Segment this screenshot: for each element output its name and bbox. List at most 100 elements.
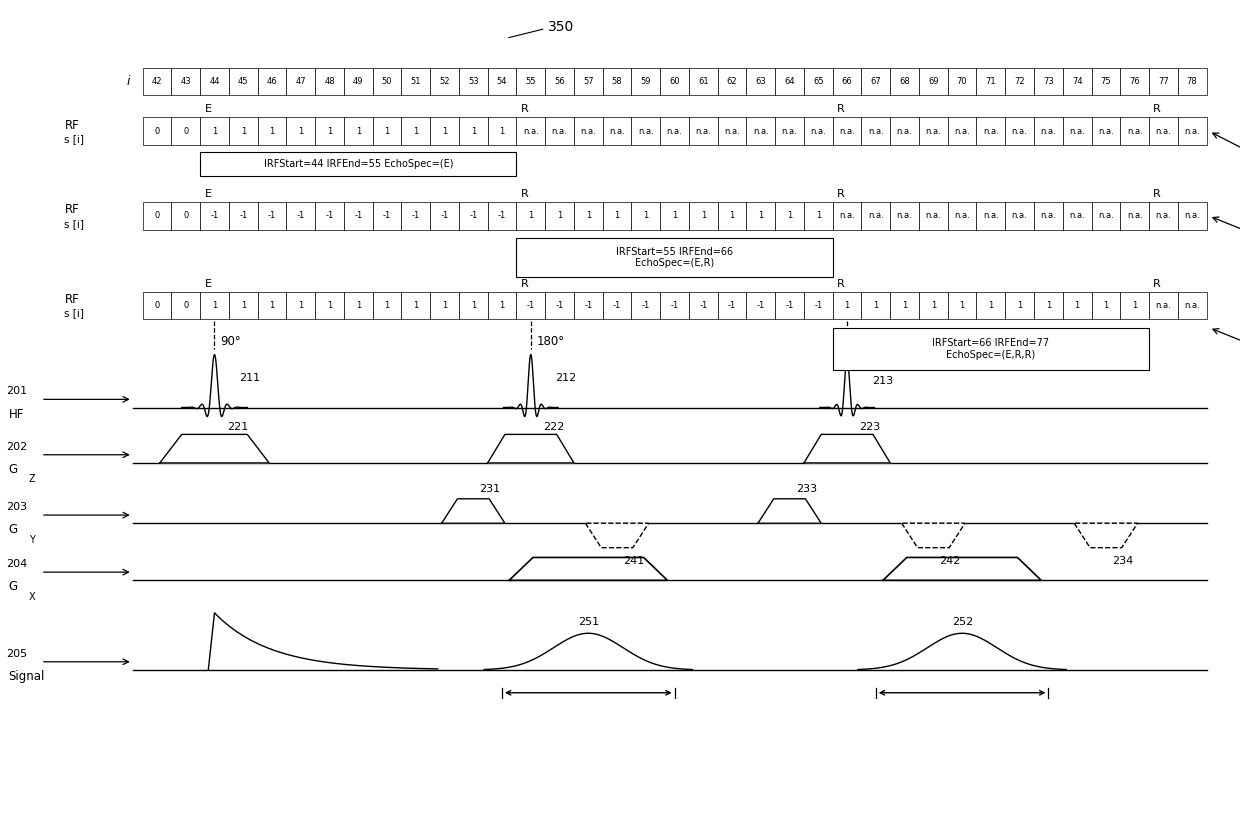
Text: n.a.: n.a. bbox=[897, 211, 913, 221]
Bar bbox=[1120, 68, 1149, 95]
Bar bbox=[546, 117, 574, 145]
Text: 251: 251 bbox=[578, 617, 599, 627]
Bar bbox=[833, 68, 862, 95]
Text: 47: 47 bbox=[295, 77, 306, 86]
Text: 1: 1 bbox=[298, 301, 304, 311]
Text: n.a.: n.a. bbox=[696, 126, 712, 136]
Text: 234: 234 bbox=[1112, 556, 1133, 566]
Text: 1: 1 bbox=[269, 126, 274, 136]
Text: n.a.: n.a. bbox=[552, 126, 568, 136]
Text: n.a.: n.a. bbox=[983, 211, 998, 221]
Bar bbox=[459, 202, 487, 230]
Bar bbox=[1063, 202, 1091, 230]
Text: 43: 43 bbox=[180, 77, 191, 86]
Text: G: G bbox=[9, 523, 17, 536]
Text: -1: -1 bbox=[440, 211, 449, 221]
Text: 44: 44 bbox=[210, 77, 219, 86]
Text: 1: 1 bbox=[212, 126, 217, 136]
Text: 60: 60 bbox=[670, 77, 680, 86]
Text: 1: 1 bbox=[1104, 301, 1109, 311]
Bar bbox=[574, 202, 603, 230]
Bar bbox=[890, 68, 919, 95]
Text: n.a.: n.a. bbox=[1156, 301, 1172, 311]
Text: -1: -1 bbox=[383, 211, 391, 221]
Text: n.a.: n.a. bbox=[724, 126, 740, 136]
Text: 58: 58 bbox=[611, 77, 622, 86]
Text: 74: 74 bbox=[1071, 77, 1083, 86]
Polygon shape bbox=[585, 523, 649, 548]
Bar bbox=[1034, 292, 1063, 319]
Bar bbox=[200, 202, 229, 230]
Text: -1: -1 bbox=[412, 211, 420, 221]
Bar bbox=[200, 152, 516, 176]
Bar bbox=[1149, 202, 1178, 230]
Text: n.a.: n.a. bbox=[609, 126, 625, 136]
Text: n.a.: n.a. bbox=[1012, 126, 1028, 136]
Bar bbox=[689, 68, 718, 95]
Text: R: R bbox=[1153, 279, 1161, 289]
Text: 1: 1 bbox=[844, 301, 849, 311]
Text: 1: 1 bbox=[644, 211, 649, 221]
Text: R: R bbox=[837, 104, 844, 114]
Bar bbox=[1091, 292, 1120, 319]
Text: 1: 1 bbox=[441, 126, 448, 136]
Text: X: X bbox=[29, 592, 35, 601]
Bar bbox=[343, 202, 373, 230]
Bar bbox=[919, 202, 947, 230]
Bar bbox=[229, 68, 258, 95]
Bar bbox=[1120, 117, 1149, 145]
Text: 1: 1 bbox=[269, 301, 274, 311]
Text: n.a.: n.a. bbox=[1040, 211, 1056, 221]
Text: 64: 64 bbox=[784, 77, 795, 86]
Text: n.a.: n.a. bbox=[753, 126, 769, 136]
Text: 252: 252 bbox=[952, 617, 973, 627]
Bar bbox=[804, 117, 833, 145]
Bar bbox=[775, 292, 804, 319]
Bar bbox=[143, 292, 171, 319]
Text: 54: 54 bbox=[497, 77, 507, 86]
Text: R: R bbox=[837, 279, 844, 289]
Bar bbox=[976, 292, 1006, 319]
Text: 1: 1 bbox=[1045, 301, 1052, 311]
Bar bbox=[775, 68, 804, 95]
Text: 1: 1 bbox=[356, 126, 361, 136]
Text: 68: 68 bbox=[899, 77, 910, 86]
Bar bbox=[833, 328, 1149, 370]
Bar bbox=[1149, 292, 1178, 319]
Text: 1: 1 bbox=[298, 126, 304, 136]
Text: 0: 0 bbox=[154, 211, 160, 221]
Text: 201: 201 bbox=[6, 386, 27, 396]
Bar bbox=[746, 68, 775, 95]
Bar bbox=[1006, 202, 1034, 230]
Bar bbox=[258, 202, 286, 230]
Text: 1: 1 bbox=[557, 211, 562, 221]
Bar bbox=[1178, 292, 1207, 319]
Text: 242: 242 bbox=[940, 556, 961, 566]
Text: 1: 1 bbox=[241, 126, 246, 136]
Bar bbox=[574, 292, 603, 319]
Polygon shape bbox=[1074, 523, 1137, 548]
Text: n.a.: n.a. bbox=[925, 126, 941, 136]
Bar bbox=[343, 292, 373, 319]
Text: 72: 72 bbox=[1014, 77, 1025, 86]
Text: 59: 59 bbox=[641, 77, 651, 86]
Bar bbox=[603, 117, 631, 145]
Bar bbox=[373, 117, 402, 145]
Text: 56: 56 bbox=[554, 77, 565, 86]
Text: 1: 1 bbox=[615, 211, 620, 221]
Bar bbox=[1091, 68, 1120, 95]
Text: 75: 75 bbox=[1101, 77, 1111, 86]
Text: 1: 1 bbox=[873, 301, 878, 311]
Text: 1: 1 bbox=[701, 211, 706, 221]
Text: HF: HF bbox=[9, 408, 24, 421]
Polygon shape bbox=[487, 434, 574, 463]
Bar bbox=[1034, 68, 1063, 95]
Polygon shape bbox=[510, 557, 667, 580]
Text: 76: 76 bbox=[1130, 77, 1140, 86]
Bar bbox=[200, 292, 229, 319]
Text: 231: 231 bbox=[480, 484, 501, 494]
Text: 1: 1 bbox=[500, 126, 505, 136]
Bar bbox=[487, 202, 516, 230]
Bar bbox=[862, 117, 890, 145]
Bar bbox=[171, 202, 200, 230]
